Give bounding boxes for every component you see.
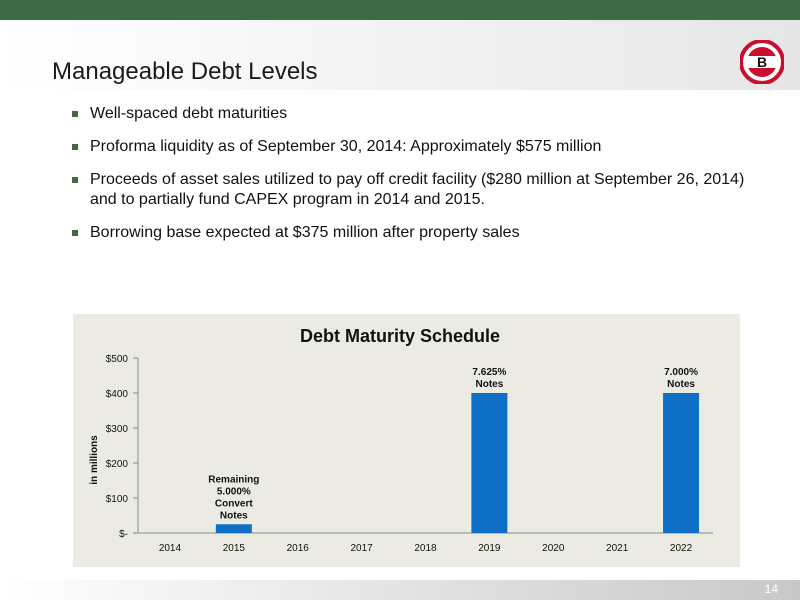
data-label: 5.000% [217, 486, 251, 497]
data-label: Notes [220, 510, 248, 521]
y-axis-label: in millions [89, 435, 100, 485]
x-tick-label: 2022 [670, 543, 693, 554]
page-title: Manageable Debt Levels [52, 58, 318, 85]
y-tick-label: $300 [106, 424, 129, 435]
bar-2015 [215, 524, 252, 533]
y-tick-label: $500 [106, 354, 129, 365]
chart-svg: Debt Maturity Schedule in millions $- $10… [89, 326, 713, 554]
y-tick-label: $200 [106, 459, 129, 470]
y-tick-label: $100 [106, 494, 129, 505]
bullet-item: Proforma liquidity as of September 30, 2… [72, 137, 762, 157]
data-label: Convert [215, 498, 253, 509]
data-label: Notes [475, 379, 503, 390]
bullet-square-icon [72, 230, 78, 236]
x-tick-label: 2016 [287, 543, 310, 554]
bullet-text: Proceeds of asset sales utilized to pay … [90, 171, 745, 208]
bar-2019 [471, 393, 508, 533]
data-label: Notes [667, 379, 695, 390]
x-tick-label: 2019 [478, 543, 501, 554]
company-logo-icon: B [740, 40, 784, 84]
bullet-square-icon [72, 177, 78, 183]
chart-title: Debt Maturity Schedule [300, 326, 500, 346]
bullet-list: Well-spaced debt maturities Proforma liq… [72, 104, 762, 256]
bullet-square-icon [72, 111, 78, 117]
x-tick-label: 2017 [350, 543, 373, 554]
bullet-text: Well-spaced debt maturities [90, 105, 288, 122]
bullet-item: Well-spaced debt maturities [72, 104, 762, 124]
bullet-square-icon [72, 144, 78, 150]
x-tick-label: 2021 [606, 543, 629, 554]
debt-maturity-chart: Debt Maturity Schedule in millions $- $10… [73, 314, 740, 567]
bar-2022 [663, 393, 700, 533]
title-bar [0, 20, 800, 90]
data-label: 7.000% [664, 367, 698, 378]
x-tick-label: 2018 [414, 543, 437, 554]
logo-letter: B [757, 54, 767, 70]
bullet-text: Borrowing base expected at $375 million … [90, 224, 520, 241]
bullet-item: Borrowing base expected at $375 million … [72, 223, 762, 243]
bullet-item: Proceeds of asset sales utilized to pay … [72, 170, 762, 210]
page-number: 14 [764, 582, 778, 596]
y-tick-label: $- [119, 529, 128, 540]
footer-bar [0, 580, 800, 600]
data-label: Remaining [208, 474, 259, 485]
top-accent-bar [0, 0, 800, 20]
x-tick-label: 2020 [542, 543, 565, 554]
bullet-text: Proforma liquidity as of September 30, 2… [90, 138, 602, 155]
x-tick-label: 2015 [223, 543, 246, 554]
data-label: 7.625% [472, 367, 506, 378]
x-tick-label: 2014 [159, 543, 182, 554]
y-tick-label: $400 [106, 389, 129, 400]
